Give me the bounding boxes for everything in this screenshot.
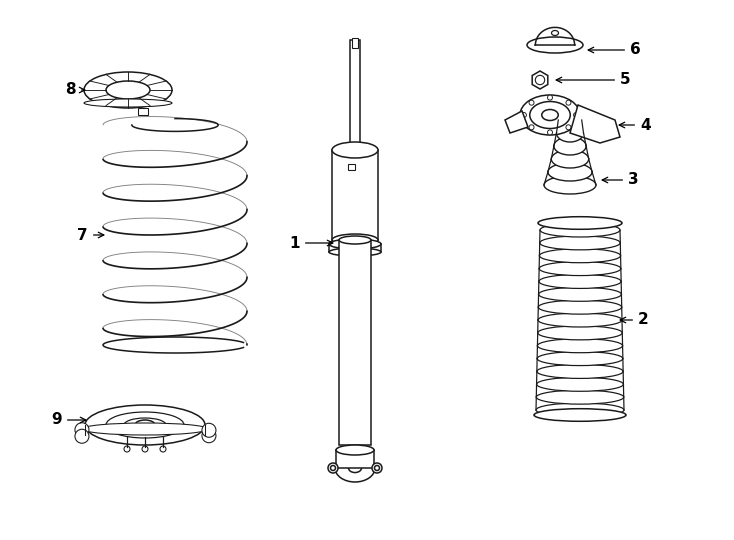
Ellipse shape — [106, 412, 184, 438]
Ellipse shape — [559, 109, 582, 123]
Bar — [348, 164, 355, 170]
Ellipse shape — [372, 463, 382, 473]
Polygon shape — [532, 71, 548, 89]
Text: 3: 3 — [602, 172, 639, 187]
Ellipse shape — [328, 463, 338, 473]
Ellipse shape — [537, 352, 623, 366]
Ellipse shape — [530, 102, 570, 129]
Ellipse shape — [548, 163, 592, 181]
Circle shape — [142, 446, 148, 452]
Ellipse shape — [85, 405, 205, 445]
Bar — [350, 40, 360, 150]
Ellipse shape — [339, 236, 371, 244]
Circle shape — [566, 125, 571, 130]
Ellipse shape — [329, 248, 381, 256]
Ellipse shape — [539, 274, 621, 288]
Bar — [329, 244, 381, 252]
Ellipse shape — [339, 245, 347, 251]
Ellipse shape — [537, 377, 623, 392]
Ellipse shape — [332, 142, 378, 158]
Ellipse shape — [559, 111, 582, 129]
Ellipse shape — [536, 403, 624, 417]
Ellipse shape — [82, 423, 208, 435]
Text: 9: 9 — [51, 413, 86, 428]
Ellipse shape — [538, 313, 622, 327]
Circle shape — [75, 429, 89, 443]
Polygon shape — [505, 111, 528, 133]
Circle shape — [160, 446, 166, 452]
Text: 2: 2 — [620, 313, 649, 327]
Ellipse shape — [542, 110, 559, 120]
Ellipse shape — [537, 364, 623, 379]
Ellipse shape — [539, 287, 622, 301]
Ellipse shape — [84, 72, 172, 108]
Ellipse shape — [527, 37, 583, 53]
Circle shape — [124, 446, 130, 452]
Ellipse shape — [551, 150, 589, 168]
Circle shape — [548, 130, 553, 135]
Ellipse shape — [106, 81, 150, 99]
Text: 6: 6 — [588, 43, 641, 57]
Ellipse shape — [539, 261, 621, 275]
Circle shape — [521, 112, 526, 118]
Text: 4: 4 — [619, 118, 650, 132]
Bar — [336, 450, 374, 468]
Bar — [352, 38, 358, 48]
Ellipse shape — [556, 124, 584, 142]
Ellipse shape — [537, 390, 624, 404]
Ellipse shape — [544, 176, 596, 194]
Ellipse shape — [534, 409, 626, 421]
Ellipse shape — [349, 463, 362, 472]
Ellipse shape — [124, 418, 166, 432]
Ellipse shape — [538, 300, 622, 314]
Ellipse shape — [336, 445, 374, 455]
Text: 1: 1 — [289, 235, 333, 251]
Ellipse shape — [538, 326, 622, 340]
Ellipse shape — [539, 236, 620, 250]
Circle shape — [573, 112, 578, 118]
Ellipse shape — [540, 223, 620, 237]
Ellipse shape — [84, 99, 172, 107]
Ellipse shape — [363, 245, 371, 251]
Polygon shape — [570, 105, 620, 143]
Ellipse shape — [330, 465, 335, 470]
Text: 7: 7 — [77, 227, 103, 242]
Text: 8: 8 — [65, 83, 85, 98]
Circle shape — [535, 75, 545, 85]
Ellipse shape — [539, 249, 620, 263]
Ellipse shape — [329, 239, 381, 249]
Circle shape — [548, 95, 553, 100]
Ellipse shape — [374, 465, 379, 470]
Circle shape — [75, 423, 89, 437]
Circle shape — [566, 100, 571, 105]
Text: 5: 5 — [556, 72, 631, 87]
Ellipse shape — [135, 420, 155, 430]
Circle shape — [529, 125, 534, 130]
Circle shape — [202, 429, 216, 443]
Ellipse shape — [551, 30, 559, 36]
Bar — [138, 107, 148, 114]
Circle shape — [202, 423, 216, 437]
Ellipse shape — [537, 339, 622, 353]
Ellipse shape — [520, 95, 580, 135]
Ellipse shape — [332, 234, 378, 246]
Bar — [332, 150, 378, 240]
Circle shape — [529, 100, 534, 105]
Bar — [339, 240, 371, 445]
Ellipse shape — [538, 217, 622, 230]
Ellipse shape — [335, 454, 375, 482]
Ellipse shape — [554, 137, 586, 155]
